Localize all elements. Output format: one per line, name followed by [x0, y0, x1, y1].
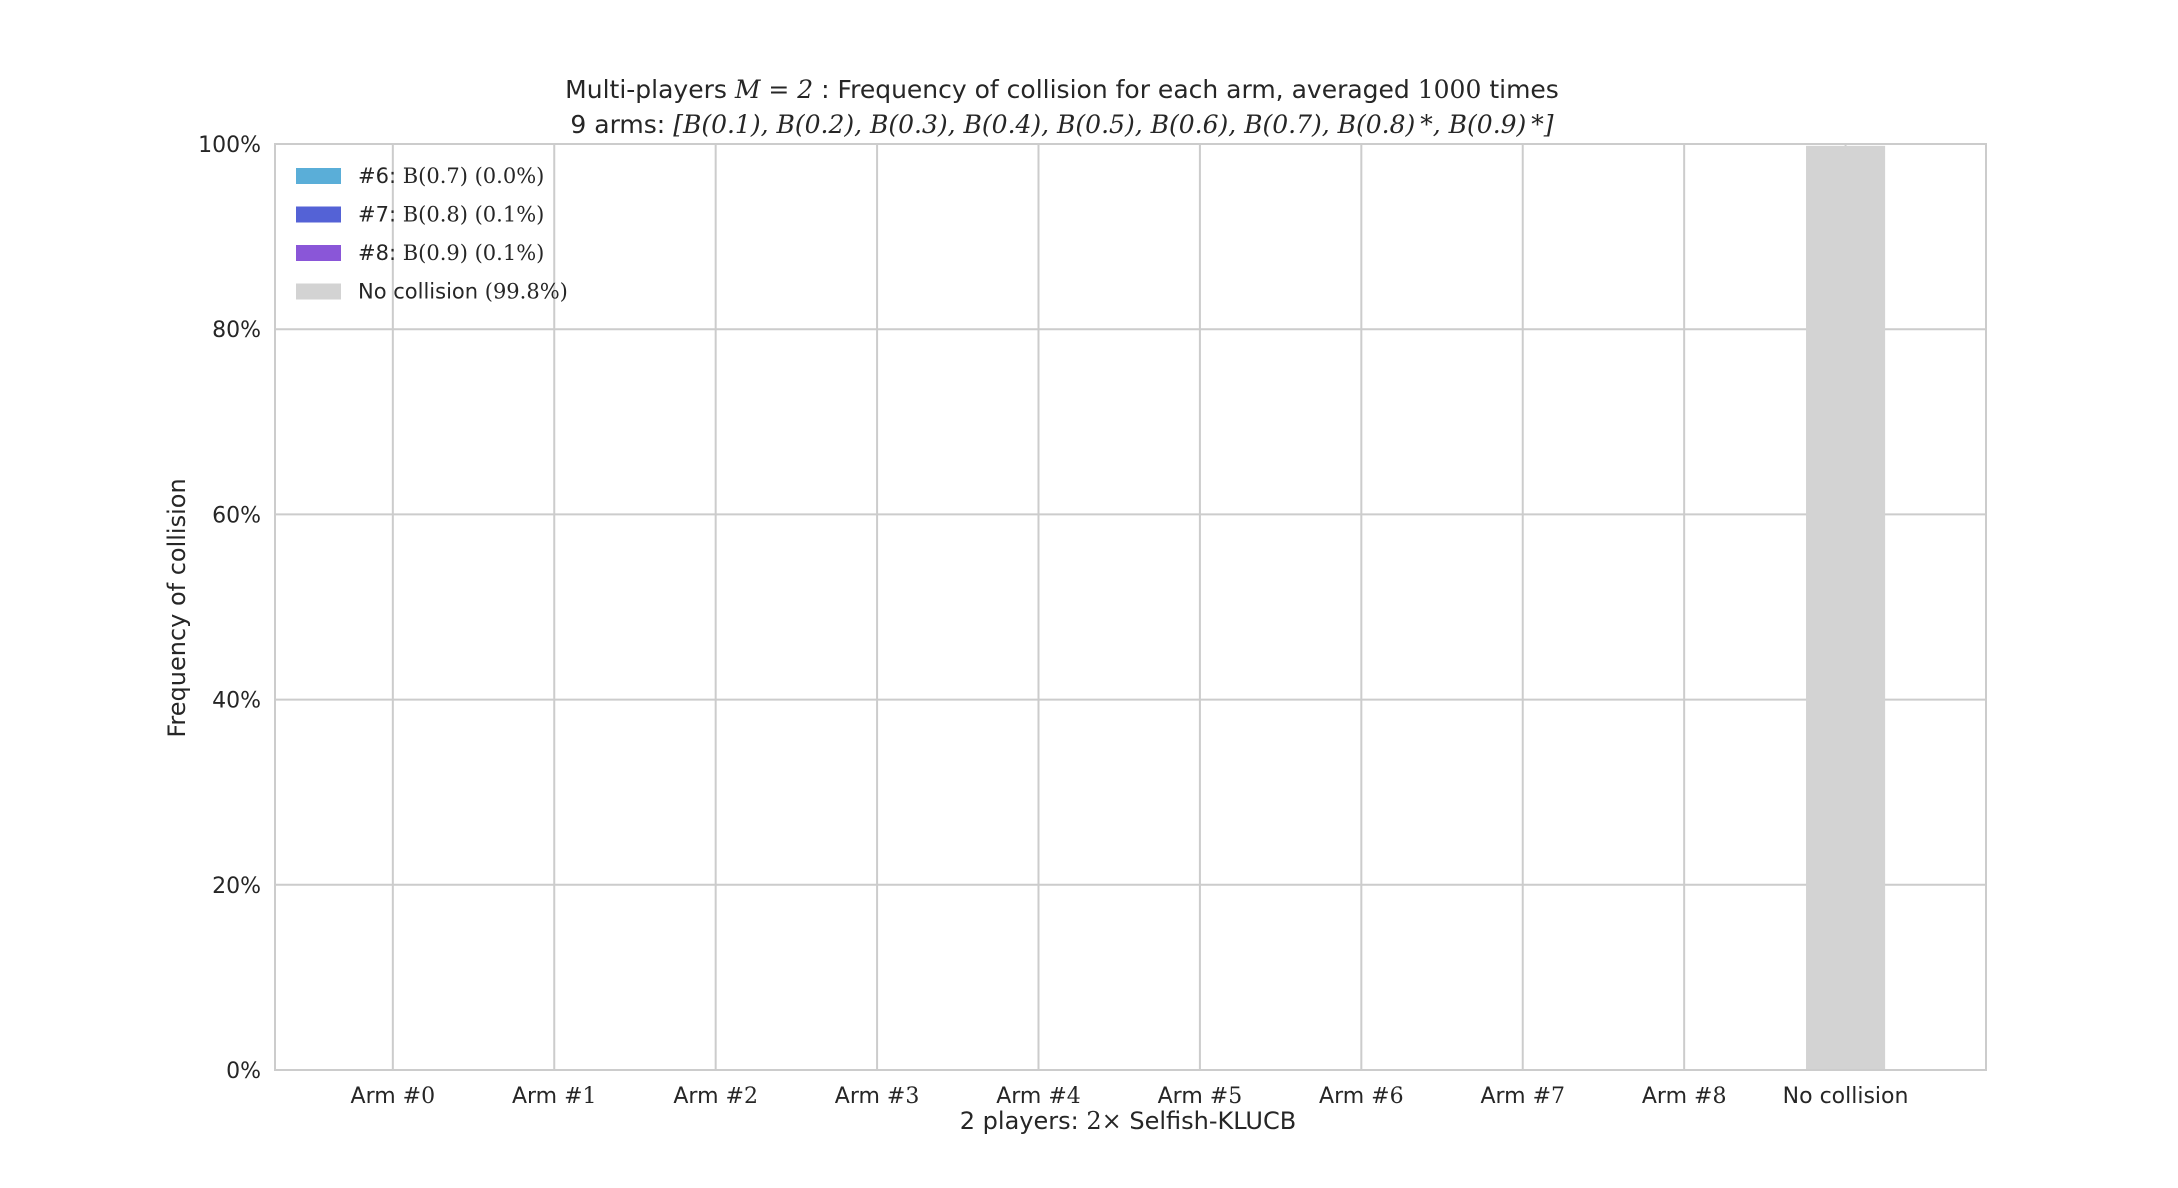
bars [1483, 145, 1886, 1071]
x-axis-label: 2 players: 2× Selfish-KLUCB [960, 1107, 1296, 1135]
legend-label: #8: B(0.9) (0.1%) [358, 241, 544, 265]
x-tick-label: Arm #7 [1480, 1084, 1565, 1109]
x-tick-label: Arm #2 [673, 1084, 758, 1109]
y-tick-label: 40% [212, 689, 261, 714]
chart-title-line1: Multi-players M = 2 : Frequency of colli… [565, 75, 1559, 104]
x-tick-label: Arm #5 [1158, 1084, 1243, 1109]
title-line1-math2: 1000 [1418, 75, 1482, 104]
y-tick-label: 80% [212, 318, 261, 343]
legend-label: #7: B(0.8) (0.1%) [358, 203, 544, 227]
legend-swatch [296, 206, 341, 223]
x-tick-label: Arm #8 [1642, 1084, 1727, 1109]
y-tick-label: 20% [212, 874, 261, 899]
legend-swatch [296, 245, 341, 261]
title-line1-prefix: Multi-players [565, 75, 735, 104]
x-tick-label: No collision [1783, 1084, 1909, 1109]
title-line1-mid: : Frequency of collision for each arm, a… [813, 75, 1418, 104]
legend: #6: B(0.7) (0.0%) #7: B(0.8) (0.1%) #8: B(… [296, 164, 568, 304]
legend-label: No collision (99.8%) [358, 280, 568, 304]
x-tick-label: Arm #6 [1319, 1084, 1404, 1109]
x-tick-label: Arm #0 [351, 1084, 436, 1109]
grid-lines [275, 143, 1986, 1071]
legend-swatch [296, 168, 341, 184]
x-label-suffix: Selfish-KLUCB [1122, 1107, 1297, 1135]
bar-9 [1806, 145, 1886, 1071]
y-axis-label: Frequency of collision [163, 478, 191, 737]
x-tick-label: Arm #1 [512, 1084, 597, 1109]
x-label-prefix: 2 players: [960, 1107, 1087, 1135]
y-tick-label: 60% [212, 503, 261, 528]
y-tick-label: 0% [226, 1059, 261, 1084]
title-line2-math: [B(0.1), B(0.2), B(0.3), B(0.4), B(0.5),… [673, 110, 1554, 139]
y-tick-labels: 0% 20% 40% 60% 80% 100% [198, 133, 261, 1084]
x-tick-labels: Arm #0 Arm #1 Arm #2 Arm #3 Arm #4 Arm #5 Arm … [351, 1084, 1909, 1109]
x-label-math: 2× [1086, 1107, 1121, 1135]
plot-frame [274, 143, 1987, 1071]
legend-label: #6: B(0.7) (0.0%) [358, 164, 544, 188]
title-line1-math: M = 2 [734, 75, 813, 104]
x-tick-label: Arm #3 [835, 1084, 920, 1109]
title-line1-suffix: times [1481, 75, 1558, 104]
title-line2-prefix: 9 arms: [570, 110, 673, 139]
legend-swatch [296, 283, 341, 300]
chart-title-line2: 9 arms: [B(0.1), B(0.2), B(0.3), B(0.4),… [570, 110, 1553, 139]
x-tick-label: Arm #4 [996, 1084, 1081, 1109]
y-tick-label: 100% [198, 133, 261, 158]
